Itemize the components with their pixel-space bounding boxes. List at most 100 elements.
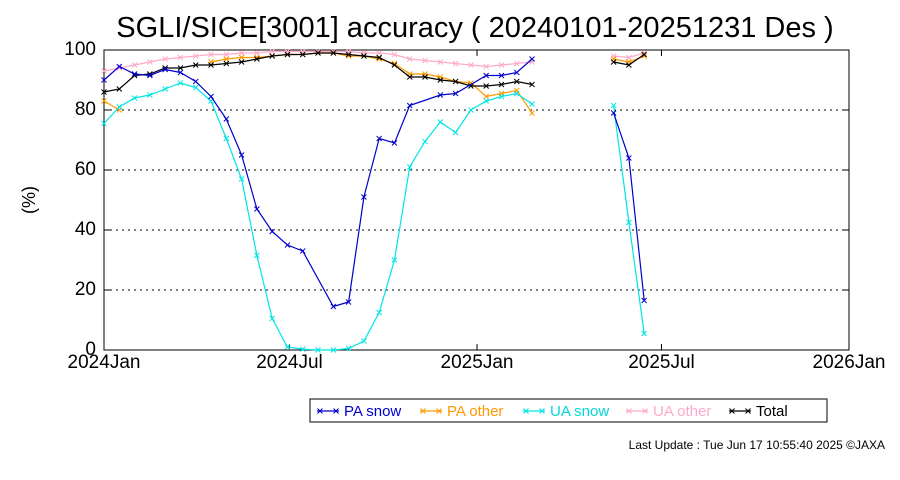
data-point-marker — [452, 60, 459, 67]
data-point-marker — [641, 51, 648, 58]
y-tick-label: 60 — [75, 159, 96, 180]
data-point-marker — [483, 72, 490, 79]
data-point-marker — [529, 101, 535, 107]
legend-label: PA snow — [344, 403, 401, 420]
data-point-marker — [529, 110, 535, 116]
data-point-marker — [422, 74, 428, 80]
data-point-marker — [269, 48, 276, 55]
data-point-marker — [208, 93, 214, 100]
data-point-marker — [422, 57, 428, 64]
data-point-marker — [513, 69, 520, 76]
data-point-marker — [406, 164, 413, 170]
data-point-marker — [101, 120, 107, 127]
data-point-marker — [523, 408, 529, 414]
y-tick-label: 80 — [75, 99, 96, 120]
data-point-marker — [452, 129, 459, 136]
data-point-marker — [238, 152, 245, 158]
data-point-marker — [116, 65, 123, 71]
x-tick-label: 2025Jul — [628, 352, 695, 373]
data-point-marker — [223, 135, 230, 142]
y-tick-label: 100 — [64, 39, 96, 60]
data-point-marker — [391, 257, 398, 263]
data-point-marker — [626, 62, 632, 68]
data-point-marker — [376, 135, 383, 142]
data-point-marker — [361, 194, 367, 200]
series-ua-other — [101, 48, 648, 74]
series-layer — [101, 48, 648, 353]
data-point-marker — [223, 51, 230, 58]
data-point-marker — [330, 347, 337, 353]
data-point-marker — [345, 51, 352, 58]
data-point-marker — [361, 338, 367, 344]
data-point-marker — [436, 408, 442, 414]
data-point-marker — [391, 60, 398, 67]
data-point-marker — [345, 345, 352, 352]
data-point-marker — [315, 347, 321, 353]
data-point-marker — [468, 107, 474, 113]
data-point-marker — [223, 56, 230, 62]
data-point-marker — [208, 62, 214, 68]
chart-title: SGLI/SICE[3001] accuracy ( 20240101-2025… — [116, 12, 833, 44]
x-tick-label: 2026Jan — [813, 352, 886, 373]
data-point-marker — [745, 408, 751, 414]
legend: PA snow PA other UA snow UA other Total — [309, 398, 828, 423]
data-point-marker — [610, 110, 617, 116]
data-point-marker — [284, 51, 291, 58]
data-point-marker — [420, 408, 426, 414]
data-point-marker — [498, 72, 505, 79]
data-point-marker — [238, 50, 245, 56]
data-point-marker — [437, 59, 444, 65]
data-point-marker — [468, 62, 474, 68]
data-point-marker — [269, 315, 276, 322]
data-point-marker — [422, 138, 428, 145]
data-point-marker — [131, 71, 138, 77]
data-point-marker — [147, 72, 153, 79]
data-point-marker — [177, 80, 184, 86]
series-line-ua-snow — [613, 105, 645, 334]
legend-item-pa-snow: PA snow — [317, 403, 401, 420]
data-point-marker — [162, 66, 169, 73]
data-point-marker — [101, 68, 107, 74]
data-point-marker — [361, 53, 367, 59]
data-point-marker — [626, 155, 632, 161]
data-point-marker — [391, 140, 398, 146]
data-point-marker — [642, 408, 648, 414]
y-axis-label: (%) — [19, 186, 39, 214]
data-point-marker — [192, 84, 199, 91]
last-update-footer: Last Update : Tue Jun 17 10:55:40 2025 ©… — [629, 438, 885, 452]
series-pa-other — [101, 50, 648, 116]
data-point-marker — [376, 54, 383, 61]
data-point-marker — [162, 86, 169, 92]
data-point-marker — [498, 93, 505, 100]
y-tick-label: 20 — [75, 279, 96, 300]
data-point-marker — [192, 53, 199, 59]
data-point-marker — [299, 51, 306, 58]
data-point-marker — [513, 78, 520, 85]
data-point-marker — [483, 63, 490, 70]
plot-area-frame — [103, 49, 850, 351]
data-point-marker — [529, 81, 535, 88]
x-axis-ticks: 2024Jan 2024Jul 2025Jan 2025Jul 2026Jan — [68, 50, 886, 373]
data-point-marker — [317, 408, 323, 414]
data-point-marker — [376, 50, 383, 56]
legend-label: Total — [756, 403, 788, 420]
data-point-marker — [437, 92, 444, 98]
data-point-marker — [513, 60, 520, 67]
data-point-marker — [238, 59, 245, 65]
data-point-marker — [147, 92, 153, 98]
data-point-marker — [641, 53, 648, 59]
data-point-marker — [529, 56, 535, 62]
data-point-marker — [483, 98, 490, 104]
data-point-marker — [254, 206, 260, 212]
data-point-marker — [391, 51, 398, 58]
data-point-marker — [177, 69, 184, 76]
data-point-marker — [192, 78, 199, 85]
data-point-marker — [223, 116, 230, 122]
data-point-marker — [345, 299, 352, 305]
data-point-marker — [162, 56, 169, 62]
data-point-marker — [626, 408, 632, 414]
series-line-pa-snow — [103, 58, 533, 308]
x-tick-label: 2024Jan — [68, 352, 141, 373]
data-point-marker — [254, 50, 260, 56]
y-tick-label: 40 — [75, 219, 96, 240]
